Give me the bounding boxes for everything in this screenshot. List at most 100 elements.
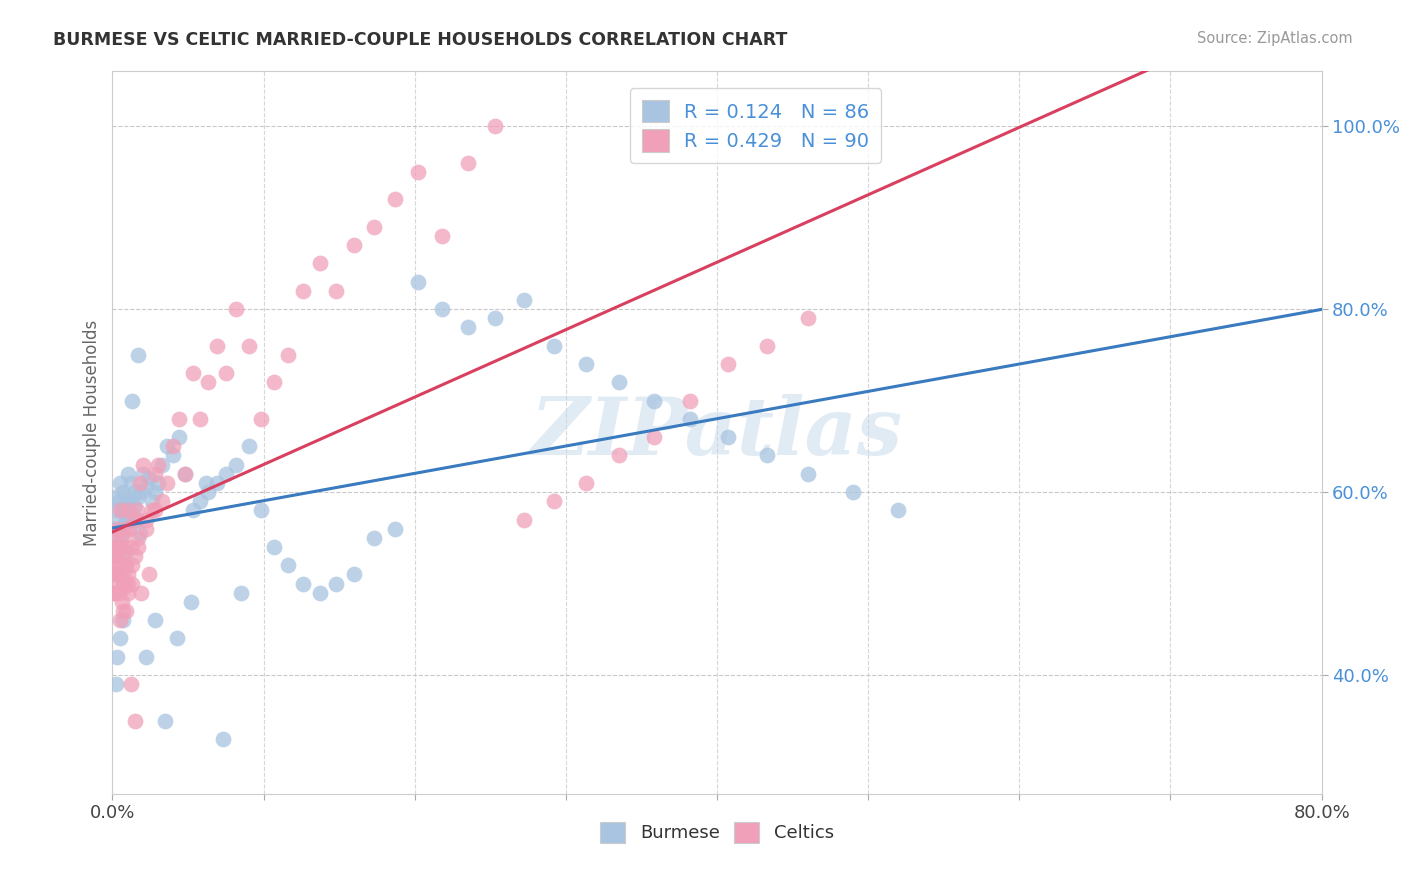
Point [105,522,128,536]
Point [717,357,740,371]
Point [249,503,271,517]
Point [887,503,910,517]
Point [117,503,139,517]
Point [114,558,136,573]
Point [124,714,146,728]
Point [607,449,630,463]
Point [211,731,233,746]
Point [115,512,138,526]
Point [104,567,127,582]
Point [103,585,125,599]
Point [108,613,131,627]
Point [543,494,565,508]
Legend: Burmese, Celtics: Burmese, Celtics [593,814,841,850]
Point [135,512,157,526]
Point [108,503,131,517]
Point [229,585,252,599]
Point [108,567,131,582]
Point [238,339,260,353]
Point [146,475,169,490]
Point [384,193,406,207]
Point [238,439,260,453]
Point [120,540,142,554]
Point [107,540,129,554]
Point [195,475,218,490]
Point [110,595,132,609]
Point [117,567,139,582]
Point [174,467,197,481]
Point [277,348,299,362]
Point [112,567,135,582]
Point [162,449,184,463]
Point [755,449,778,463]
Point [430,302,453,317]
Point [118,522,141,536]
Point [484,120,506,134]
Point [457,320,479,334]
Point [117,503,139,517]
Point [115,604,138,618]
Point [188,412,211,426]
Point [135,481,157,495]
Point [104,567,127,582]
Point [249,412,271,426]
Point [120,677,142,691]
Point [325,284,347,298]
Point [150,458,173,472]
Point [343,238,366,252]
Point [717,430,740,444]
Point [112,604,135,618]
Point [643,430,665,444]
Point [363,531,385,545]
Point [180,595,202,609]
Point [143,613,166,627]
Point [103,490,125,504]
Point [430,229,453,244]
Point [128,475,150,490]
Point [156,475,179,490]
Point [115,558,138,573]
Point [127,531,149,545]
Point [107,585,129,599]
Point [225,302,247,317]
Point [129,485,152,500]
Point [225,458,247,472]
Point [114,490,136,504]
Y-axis label: Married-couple Households: Married-couple Households [83,319,101,546]
Point [167,412,190,426]
Point [104,567,127,582]
Point [512,512,534,526]
Point [167,430,190,444]
Point [103,522,125,536]
Point [112,485,135,500]
Point [205,339,228,353]
Point [108,632,131,646]
Point [143,467,166,481]
Point [112,576,135,591]
Point [308,256,330,270]
Point [263,376,285,390]
Point [205,475,228,490]
Point [118,494,141,508]
Point [406,275,429,289]
Point [108,540,131,554]
Point [150,494,173,508]
Point [135,522,157,536]
Point [121,576,143,591]
Point [115,522,138,536]
Point [117,585,139,599]
Point [574,357,596,371]
Point [121,558,143,573]
Point [132,467,155,481]
Point [108,475,131,490]
Point [107,558,129,573]
Point [406,165,429,179]
Text: BURMESE VS CELTIC MARRIED-COUPLE HOUSEHOLDS CORRELATION CHART: BURMESE VS CELTIC MARRIED-COUPLE HOUSEHO… [53,31,787,49]
Point [129,585,152,599]
Point [796,467,818,481]
Point [105,558,128,573]
Point [105,549,128,563]
Point [110,503,132,517]
Point [308,585,330,599]
Text: Source: ZipAtlas.com: Source: ZipAtlas.com [1197,31,1353,46]
